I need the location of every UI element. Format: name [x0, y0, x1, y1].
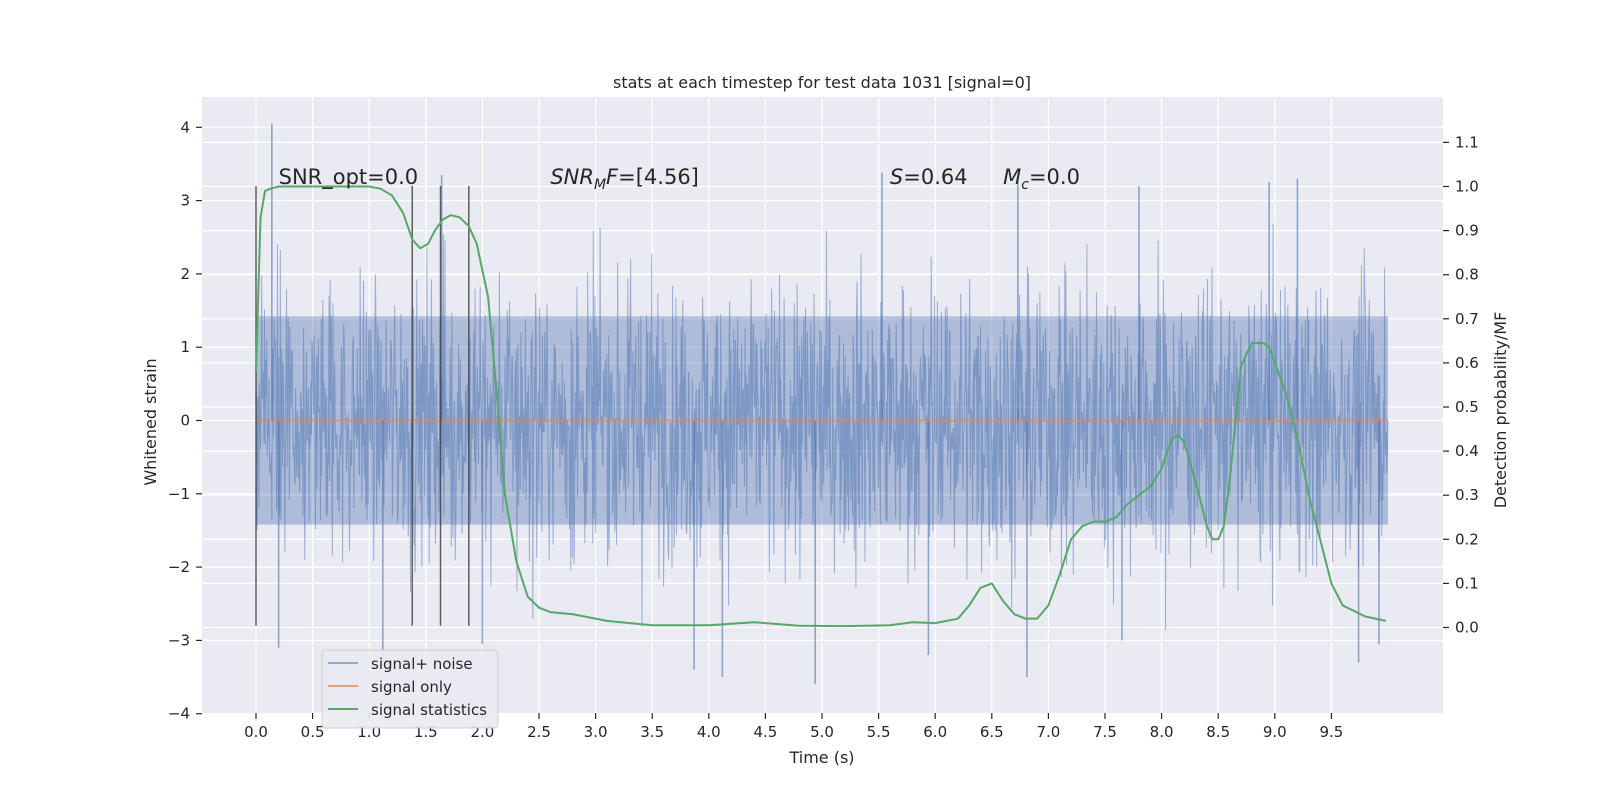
x-tick-label: 6.0	[923, 723, 947, 741]
y2-tick-label: 0.6	[1455, 354, 1479, 372]
y2-tick-label: 0.8	[1455, 266, 1479, 284]
y-tick-label: 1	[180, 338, 190, 356]
x-tick-label: 5.5	[867, 723, 891, 741]
series-signal-statistics	[255, 185, 1386, 628]
annotations: SNR_opt=0.0 SNRMF=[4.56] S=0.64 Mc=0.0	[279, 165, 1080, 193]
legend-label-signal-statistics: signal statistics	[371, 701, 487, 719]
y-axis-label: Whitened strain	[141, 358, 160, 485]
x-tick-label: 8.5	[1206, 723, 1230, 741]
y2-tick-label: 0.9	[1455, 222, 1479, 240]
y-axis-left: 4 3 2 1 0 −1 −2 −3 −4	[168, 118, 202, 723]
y-tick-label: 3	[180, 192, 190, 210]
annotation-mc: Mc=0.0	[1003, 165, 1080, 193]
mc-value: =0.0	[1029, 165, 1080, 189]
y2-tick-label: 0.3	[1455, 486, 1479, 504]
y2-tick-label: 0.5	[1455, 398, 1479, 416]
y-axis-right: 1.1 1.0 0.9 0.8 0.7 0.6 0.5 0.4 0.3 0.2 0.1 0.0	[1443, 133, 1479, 637]
y2-tick-label: 0.4	[1455, 442, 1479, 460]
y-tick-label: −3	[168, 631, 190, 649]
mc-symbol: M	[1003, 165, 1021, 189]
x-tick-label: 3.0	[584, 723, 608, 741]
annotation-snr-opt: SNR_opt=0.0	[279, 165, 419, 190]
s-value: =0.64	[903, 165, 967, 189]
snr-mf-subscript: M	[594, 177, 606, 193]
x-tick-label: 6.5	[980, 723, 1004, 741]
y2-tick-label: 0.7	[1455, 310, 1479, 328]
snr-mf-f: F	[606, 165, 619, 189]
y-tick-label: 2	[180, 265, 190, 283]
y2-tick-label: 1.0	[1455, 178, 1479, 196]
y-tick-label: −1	[168, 485, 190, 503]
x-tick-label: 2.5	[527, 723, 551, 741]
s-symbol: S	[890, 165, 903, 189]
marker-vlines	[255, 185, 470, 626]
x-tick-label: 0.5	[301, 723, 325, 741]
x-tick-label: 7.0	[1036, 723, 1060, 741]
y-tick-label: 0	[180, 412, 190, 430]
y2-tick-label: 0.1	[1455, 574, 1479, 592]
y2-tick-label: 0.0	[1455, 619, 1479, 637]
legend-label-signal-only: signal only	[371, 678, 452, 696]
x-tick-label: 7.5	[1093, 723, 1117, 741]
annotation-s: S=0.64	[890, 165, 968, 189]
x-tick-label: 3.5	[640, 723, 664, 741]
snr-mf-value: =[4.56]	[618, 165, 699, 189]
y-tick-label: −2	[168, 558, 190, 576]
legend-label-signal-noise: signal+ noise	[371, 655, 473, 673]
x-tick-label: 4.0	[697, 723, 721, 741]
annotation-snr-mf: SNRMF=[4.56]	[550, 165, 699, 193]
x-tick-label: 5.0	[810, 723, 834, 741]
signal-statistics-line	[255, 185, 1386, 628]
x-tick-label: 9.5	[1319, 723, 1343, 741]
x-tick-label: 4.5	[753, 723, 777, 741]
legend-box	[321, 649, 499, 729]
x-tick-label: 0.0	[244, 723, 268, 741]
signal-noise-trace	[255, 223, 1389, 631]
y2-tick-label: 0.2	[1455, 530, 1479, 548]
legend: signal+ noise signal only signal statist…	[321, 649, 499, 729]
snr-mf-symbol: SNR	[550, 165, 594, 189]
y2-tick-label: 1.1	[1455, 133, 1479, 151]
y-tick-label: 4	[180, 118, 190, 136]
mc-subscript: c	[1021, 177, 1029, 193]
y-tick-label: −4	[168, 705, 190, 723]
x-tick-label: 9.0	[1263, 723, 1287, 741]
x-axis-label: Time (s)	[788, 748, 854, 767]
y2-axis-label: Detection probability/MF	[1491, 312, 1510, 509]
chart-title: stats at each timestep for test data 103…	[613, 73, 1031, 92]
x-tick-label: 8.0	[1150, 723, 1174, 741]
